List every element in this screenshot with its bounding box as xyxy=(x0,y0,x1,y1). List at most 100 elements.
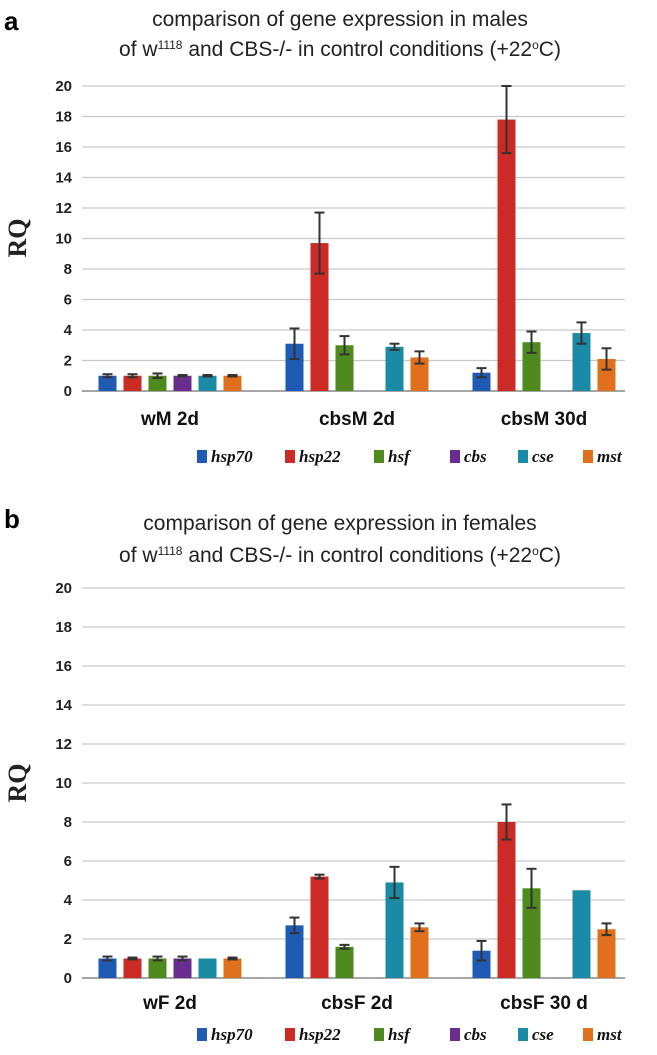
y-tick-label: 12 xyxy=(55,200,72,217)
legend-label-cbs: cbs xyxy=(464,447,487,466)
chart-panel-b: b comparison of gene expression in female… xyxy=(3,504,625,1044)
bar-hsp22 xyxy=(310,876,329,978)
bar-hsp70 xyxy=(285,925,304,978)
legend-swatch-mst xyxy=(583,450,593,463)
y-tick-label: 2 xyxy=(64,353,72,370)
legend-swatch-cse xyxy=(518,450,528,463)
title-text-part: of w xyxy=(119,38,158,61)
title-degree-superscript: o xyxy=(532,544,539,558)
legend-swatch-cbs xyxy=(450,450,460,463)
legend-label-hsf: hsf xyxy=(388,447,412,466)
category-label: cbsF 30 d xyxy=(500,993,588,1014)
legend-swatch-cse xyxy=(518,1028,528,1041)
title-text-part: C) xyxy=(539,544,561,567)
legend-swatch-mst xyxy=(583,1028,593,1041)
y-axis-label: RQ xyxy=(3,764,32,803)
chart-title-line2: of w1118 and CBS-/- in control condition… xyxy=(119,38,561,61)
y-tick-label: 16 xyxy=(55,139,72,156)
category-label: cbsM 30d xyxy=(501,409,588,430)
title-text-part: of w xyxy=(119,544,158,567)
bar-mst xyxy=(223,958,242,978)
legend-label-hsp70: hsp70 xyxy=(211,447,253,466)
legend-label-hsp70: hsp70 xyxy=(211,1025,253,1044)
category-label: wF 2d xyxy=(142,993,197,1014)
y-tick-label: 10 xyxy=(55,775,72,792)
bar-cse xyxy=(572,890,591,978)
legend-swatch-hsp22 xyxy=(285,450,295,463)
y-tick-label: 14 xyxy=(55,170,72,187)
legend-swatch-cbs xyxy=(450,1028,460,1041)
panel-letter: a xyxy=(4,6,19,36)
chart-title-line1: comparison of gene expression in males xyxy=(152,8,528,31)
y-tick-label: 8 xyxy=(64,814,72,831)
y-tick-label: 2 xyxy=(64,931,72,948)
bar-hsp22 xyxy=(123,375,142,391)
bar-hsf xyxy=(335,946,354,978)
legend-label-cse: cse xyxy=(532,1025,554,1044)
y-tick-label: 10 xyxy=(55,231,72,248)
legend-swatch-hsp22 xyxy=(285,1028,295,1041)
y-tick-label: 20 xyxy=(55,580,72,597)
bar-hsp22 xyxy=(497,119,516,392)
legend-label-cbs: cbs xyxy=(464,1025,487,1044)
category-label: cbsF 2d xyxy=(321,993,393,1014)
bar-cse xyxy=(385,882,404,978)
chart-panel-a: a comparison of gene expression in males o… xyxy=(3,6,625,466)
bar-hsp70 xyxy=(285,343,304,391)
y-tick-label: 18 xyxy=(55,109,72,126)
bar-mst xyxy=(597,358,616,391)
y-tick-label: 6 xyxy=(64,292,72,309)
legend-label-hsp22: hsp22 xyxy=(299,447,341,466)
bar-cbs xyxy=(173,375,192,391)
legend-label-mst: mst xyxy=(597,1025,623,1044)
bar-hsp70 xyxy=(98,375,117,391)
title-text-part: and CBS-/- in control conditions (+22 xyxy=(182,38,532,61)
legend-label-hsf: hsf xyxy=(388,1025,412,1044)
bar-hsf xyxy=(335,345,354,391)
category-label: cbsM 2d xyxy=(319,409,395,430)
bar-hsp22 xyxy=(123,958,142,978)
y-tick-label: 8 xyxy=(64,261,72,278)
bar-cse xyxy=(572,333,591,391)
panel-letter: b xyxy=(4,504,20,534)
legend-label-mst: mst xyxy=(597,447,623,466)
chart-title-line2: of w1118 and CBS-/- in control condition… xyxy=(119,544,561,567)
category-label: wM 2d xyxy=(140,409,199,430)
bar-hsp22 xyxy=(310,243,329,391)
title-superscript: 1118 xyxy=(158,38,183,52)
title-superscript: 1118 xyxy=(158,544,183,558)
legend-label-hsp22: hsp22 xyxy=(299,1025,341,1044)
chart-title-line1: comparison of gene expression in females xyxy=(143,512,536,535)
y-tick-label: 0 xyxy=(64,970,72,987)
y-tick-label: 4 xyxy=(64,322,73,339)
y-tick-label: 14 xyxy=(55,697,72,714)
bar-hsp22 xyxy=(497,822,516,978)
bar-hsf xyxy=(522,888,541,978)
legend-swatch-hsf xyxy=(374,1028,384,1041)
bar-hsf xyxy=(522,342,541,391)
bar-mst xyxy=(597,929,616,978)
legend-swatch-hsp70 xyxy=(197,450,207,463)
y-tick-label: 4 xyxy=(64,892,73,909)
bar-hsp70 xyxy=(472,950,491,978)
title-text-part: and CBS-/- in control conditions (+22 xyxy=(182,544,532,567)
bar-hsp70 xyxy=(98,958,117,978)
bar-cse xyxy=(198,375,217,391)
y-tick-label: 20 xyxy=(55,78,72,95)
y-tick-label: 12 xyxy=(55,736,72,753)
bar-mst xyxy=(410,927,429,978)
y-tick-label: 18 xyxy=(55,619,72,636)
bar-hsf xyxy=(148,958,167,978)
y-tick-label: 0 xyxy=(64,383,72,400)
bar-mst xyxy=(223,375,242,391)
y-tick-label: 16 xyxy=(55,658,72,675)
title-text-part: C) xyxy=(539,38,561,61)
bar-cbs xyxy=(173,958,192,978)
legend-label-cse: cse xyxy=(532,447,554,466)
legend-swatch-hsf xyxy=(374,450,384,463)
bar-mst xyxy=(410,357,429,391)
bar-hsf xyxy=(148,375,167,391)
bar-cse xyxy=(198,958,217,978)
y-axis-label: RQ xyxy=(3,219,32,258)
